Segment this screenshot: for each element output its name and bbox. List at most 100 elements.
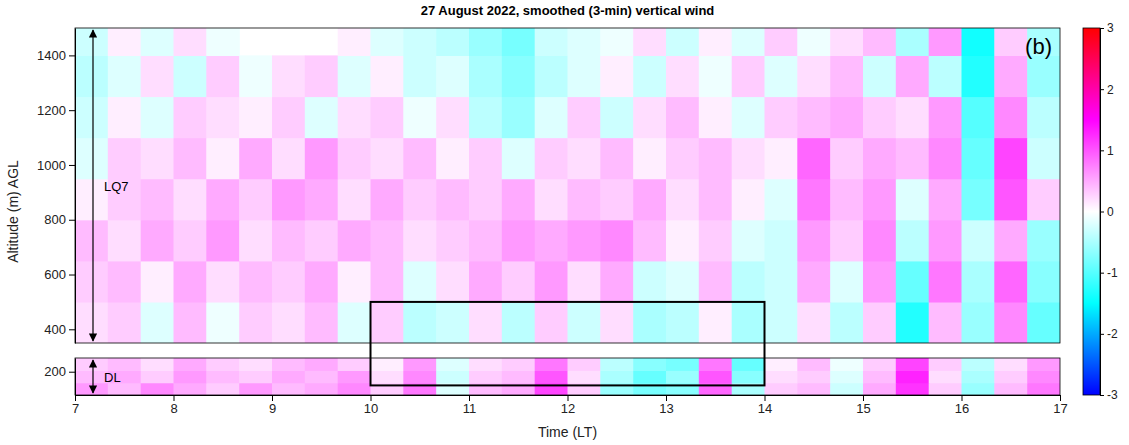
cell — [469, 220, 502, 262]
cell — [699, 138, 732, 180]
cell — [272, 220, 305, 262]
colorbar-axis: -3-2-10123 — [1100, 21, 1118, 402]
tick-label: 1000 — [37, 158, 66, 173]
cell — [108, 302, 141, 343]
cell — [174, 383, 207, 395]
cell — [797, 302, 830, 343]
cell — [535, 138, 568, 180]
cell — [403, 261, 436, 303]
cell — [633, 55, 666, 97]
cell — [830, 28, 863, 56]
tick-mark — [1100, 334, 1104, 335]
tick-label: 1200 — [37, 103, 66, 118]
chart: 27 August 2022, smoothed (3-min) vertica… — [0, 0, 1129, 445]
cell — [830, 220, 863, 262]
cell — [699, 179, 732, 221]
tick: 600 — [44, 267, 75, 282]
tick: 9 — [269, 395, 276, 416]
cell — [535, 302, 568, 343]
cell — [600, 220, 633, 262]
cell — [732, 370, 765, 383]
cell — [535, 261, 568, 303]
cell — [1027, 358, 1060, 371]
tick-label: 2 — [1107, 83, 1114, 97]
cell — [371, 179, 404, 221]
cell — [338, 96, 371, 138]
cell — [206, 261, 239, 303]
tick-mark — [69, 220, 75, 221]
cell — [863, 302, 896, 343]
cell — [568, 370, 601, 383]
cell — [600, 370, 633, 383]
cell — [633, 220, 666, 262]
cell — [962, 55, 995, 97]
cell — [929, 302, 962, 343]
tick-label: -1 — [1107, 266, 1118, 280]
cell — [272, 358, 305, 371]
cell — [272, 179, 305, 221]
tick-label: 16 — [955, 401, 969, 416]
tick-mark — [1100, 273, 1104, 274]
cell — [994, 55, 1027, 97]
tick: -2 — [1100, 327, 1118, 341]
tick-label: 17 — [1053, 401, 1067, 416]
cell — [732, 220, 765, 262]
cell — [403, 179, 436, 221]
cell — [305, 383, 338, 395]
cell — [633, 261, 666, 303]
cell — [666, 261, 699, 303]
cell — [600, 55, 633, 97]
cell — [502, 370, 535, 383]
cell — [206, 28, 239, 56]
cell — [896, 383, 929, 395]
cell — [141, 261, 174, 303]
cell — [502, 220, 535, 262]
cell — [929, 220, 962, 262]
cell — [830, 383, 863, 395]
cell — [403, 138, 436, 180]
cell — [666, 55, 699, 97]
cell — [863, 261, 896, 303]
cell — [699, 302, 732, 343]
cell — [108, 96, 141, 138]
cell — [568, 261, 601, 303]
cell — [699, 370, 732, 383]
cell — [830, 358, 863, 371]
cell — [568, 96, 601, 138]
cell — [1027, 370, 1060, 383]
cell — [206, 179, 239, 221]
cell — [338, 179, 371, 221]
plot-frame — [75, 358, 1060, 395]
cell — [403, 96, 436, 138]
cell — [174, 28, 207, 56]
tick-mark — [666, 395, 667, 401]
plot-frame — [75, 28, 1060, 343]
cell — [403, 302, 436, 343]
cell — [994, 96, 1027, 138]
cell — [535, 370, 568, 383]
tick-mark — [371, 395, 372, 401]
cell — [338, 138, 371, 180]
tick-mark — [75, 395, 76, 401]
cell — [75, 96, 108, 138]
cell — [797, 138, 830, 180]
cell — [469, 370, 502, 383]
cell — [108, 383, 141, 395]
cell — [896, 302, 929, 343]
tick: 10 — [364, 395, 378, 416]
tick-mark — [469, 395, 470, 401]
tick: 16 — [955, 395, 969, 416]
cell — [338, 358, 371, 371]
cell — [338, 28, 371, 56]
cell — [338, 220, 371, 262]
cell — [371, 370, 404, 383]
cell — [896, 220, 929, 262]
cell — [797, 55, 830, 97]
tick-label: 11 — [463, 401, 477, 416]
cell — [174, 55, 207, 97]
cell — [174, 96, 207, 138]
axis-line — [1101, 29, 1105, 396]
cell — [896, 28, 929, 56]
cell — [765, 96, 798, 138]
cell — [568, 220, 601, 262]
